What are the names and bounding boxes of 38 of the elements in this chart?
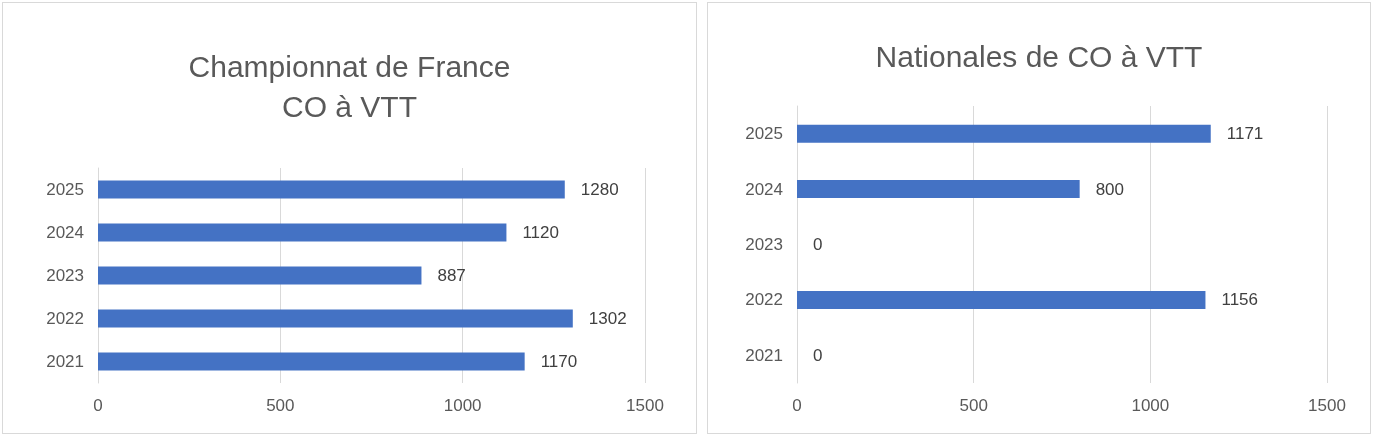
x-tick-label: 1000: [443, 396, 482, 415]
bar: [797, 124, 1211, 143]
bar: [797, 290, 1206, 309]
y-tick-label: 2025: [745, 124, 783, 144]
y-tick-label: 2022: [46, 309, 84, 328]
y-tick-label: 2024: [745, 179, 783, 199]
y-tick-label: 2024: [46, 223, 84, 242]
x-tick-label: 500: [266, 396, 295, 415]
data-label: 0: [813, 345, 823, 365]
chart-title: Nationales de CO à VTT: [875, 39, 1203, 73]
bar: [98, 352, 525, 371]
data-label: 887: [437, 266, 466, 285]
data-label: 800: [1095, 179, 1125, 199]
x-tick-label: 0: [792, 396, 802, 415]
data-label: 1156: [1221, 290, 1259, 310]
y-tick-label: 2022: [745, 290, 783, 310]
y-tick-label: 2021: [745, 345, 783, 365]
x-tick-label: 1000: [1131, 396, 1170, 415]
bar: [98, 309, 573, 328]
data-label: 1302: [588, 309, 627, 328]
data-label: 1280: [580, 180, 619, 199]
y-tick-label: 2023: [745, 235, 783, 254]
y-tick-label: 2023: [46, 266, 84, 285]
chart-title: Championnat de France CO à VTT: [188, 49, 511, 123]
data-label: 1170: [540, 352, 578, 371]
bar: [98, 180, 565, 199]
data-label: 1171: [1226, 124, 1264, 144]
bar: [98, 223, 507, 242]
x-tick-label: 0: [93, 396, 103, 415]
data-label: 1120: [522, 223, 559, 242]
x-tick-label: 500: [959, 396, 988, 415]
y-tick-label: 2025: [46, 180, 84, 199]
y-tick-label: 2021: [46, 352, 84, 371]
x-tick-label: 1500: [1308, 396, 1346, 415]
bar: [797, 180, 1080, 199]
bar: [98, 266, 422, 285]
x-tick-label: 1500: [626, 396, 664, 415]
data-label: 0: [813, 235, 823, 254]
